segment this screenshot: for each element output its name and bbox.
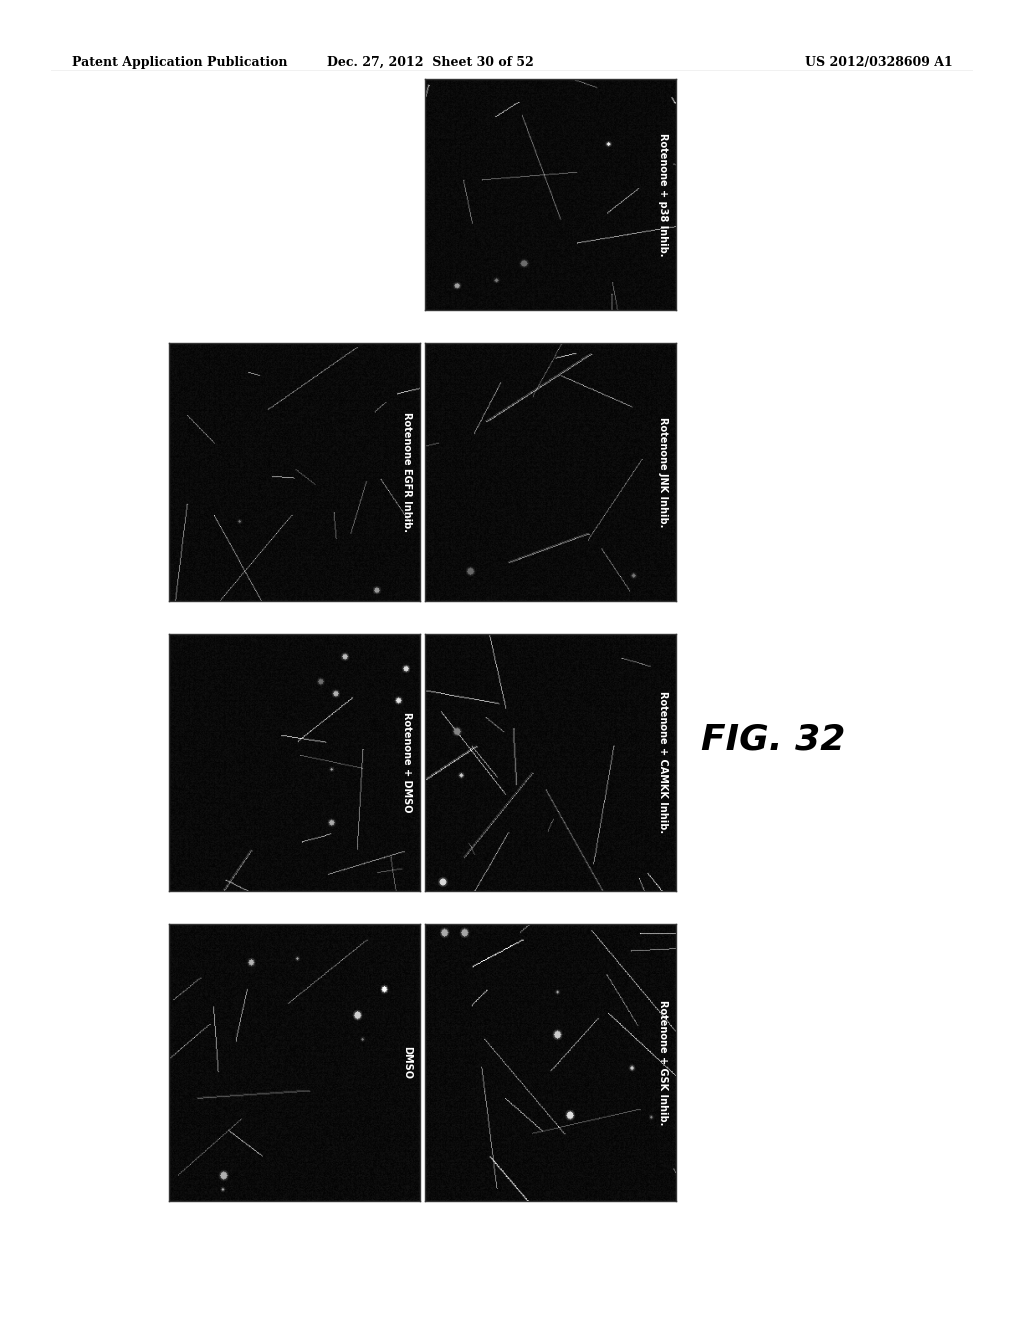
- Text: US 2012/0328609 A1: US 2012/0328609 A1: [805, 55, 952, 69]
- Text: Rotenone + p38 Inhib.: Rotenone + p38 Inhib.: [658, 133, 669, 256]
- Text: DMSO: DMSO: [402, 1045, 413, 1080]
- Text: Rotenone + CAMKK Inhib.: Rotenone + CAMKK Inhib.: [658, 692, 669, 833]
- Text: Rotenone + GSK Inhib.: Rotenone + GSK Inhib.: [658, 1001, 669, 1125]
- Text: Rotenone + DMSO: Rotenone + DMSO: [402, 711, 413, 813]
- Text: Rotenone JNK Inhib.: Rotenone JNK Inhib.: [658, 417, 669, 527]
- Text: Rotenone EGFR Inhib.: Rotenone EGFR Inhib.: [402, 412, 413, 532]
- Text: Dec. 27, 2012  Sheet 30 of 52: Dec. 27, 2012 Sheet 30 of 52: [327, 55, 534, 69]
- Text: Patent Application Publication: Patent Application Publication: [72, 55, 287, 69]
- Text: FIG. 32: FIG. 32: [701, 722, 845, 756]
